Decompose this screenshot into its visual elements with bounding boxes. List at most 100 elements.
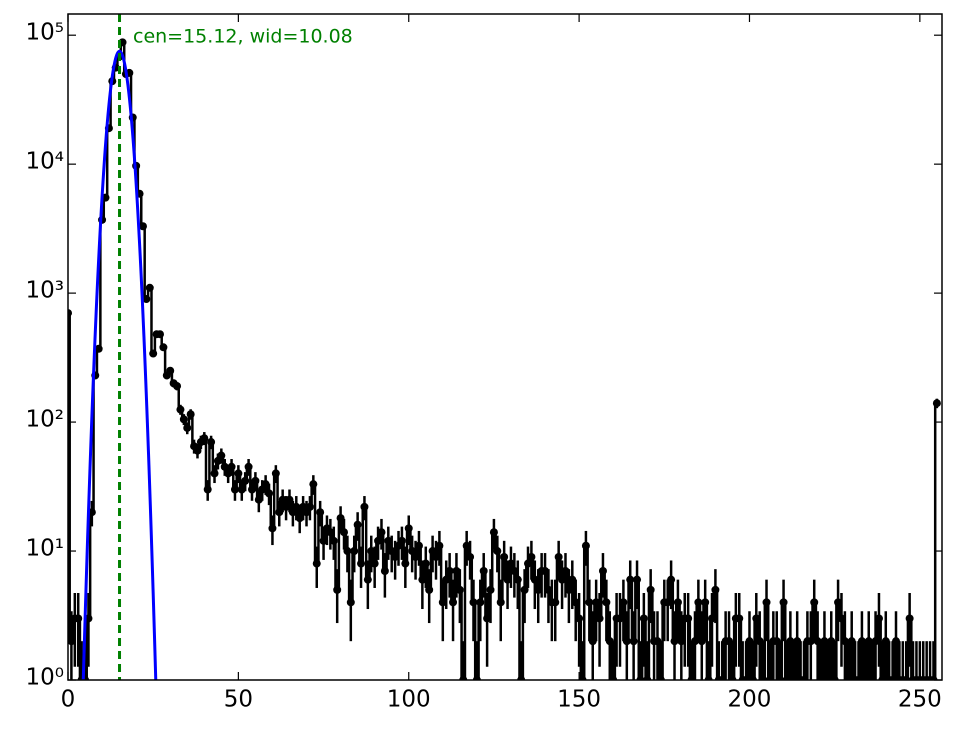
x-tick-label: 50 [224,687,253,713]
point [541,567,550,576]
point [452,567,461,576]
point [333,585,342,594]
point [138,222,147,231]
point [517,676,526,680]
point [585,598,594,607]
point [159,343,168,352]
point [905,614,914,623]
point [432,552,440,561]
point [292,502,301,511]
point [68,309,72,318]
point [438,598,447,607]
point [230,485,239,494]
point [74,614,83,623]
point [786,637,795,646]
point [68,637,76,646]
point [248,485,256,494]
point [575,614,584,623]
point [418,575,427,584]
y-tick-label: 10³ [26,278,65,304]
point [868,676,877,680]
point [261,480,270,489]
point [479,567,488,576]
point [701,598,710,607]
point [708,614,716,623]
point [94,344,103,353]
point [619,598,628,607]
point [363,575,372,584]
point [186,410,195,419]
point [384,536,393,545]
point [377,528,386,537]
point [626,575,635,584]
point [616,614,624,623]
y-tick-label: 10² [26,407,65,433]
step-line [68,41,937,680]
point [179,415,188,424]
point [881,637,890,646]
point [578,676,587,680]
point [193,446,202,455]
point [251,476,260,485]
point [285,495,294,504]
point [343,547,352,556]
y-tick-label: 10¹ [26,536,65,562]
point [629,637,638,646]
point [670,637,679,646]
point [319,536,328,545]
point [800,676,808,680]
point [622,637,631,646]
point [472,676,481,680]
point [428,547,437,556]
point [633,575,642,584]
point [759,676,768,680]
point [203,485,212,494]
point [237,485,246,494]
x-tick-label: 0 [61,687,76,713]
point [421,559,430,568]
point [459,676,468,680]
point [210,469,219,478]
point [779,598,788,607]
point [605,637,614,646]
point [854,676,863,680]
point [234,469,243,478]
point [305,502,314,511]
point [558,575,567,584]
point [145,283,154,292]
point [789,676,798,680]
point [817,676,826,680]
point [929,676,938,680]
point [282,502,291,511]
point [503,575,512,584]
point [782,676,791,680]
point [762,598,771,607]
point [312,559,321,568]
point [588,637,597,646]
point [861,676,870,680]
plot-area [68,14,941,680]
point [857,637,866,646]
point [397,536,406,545]
point [510,567,519,576]
point [772,637,781,646]
x-tick-label: 100 [387,687,431,713]
point [844,676,853,680]
point [595,614,604,623]
point [793,637,802,646]
point [401,559,410,568]
point [244,462,253,471]
point [892,637,900,646]
point [667,575,676,584]
point [673,598,682,607]
point [220,462,229,471]
point [534,585,543,594]
point [554,552,563,561]
point [455,585,464,594]
point [404,524,413,533]
point [527,552,536,561]
point [827,637,836,646]
point [142,295,151,304]
point [677,637,686,646]
